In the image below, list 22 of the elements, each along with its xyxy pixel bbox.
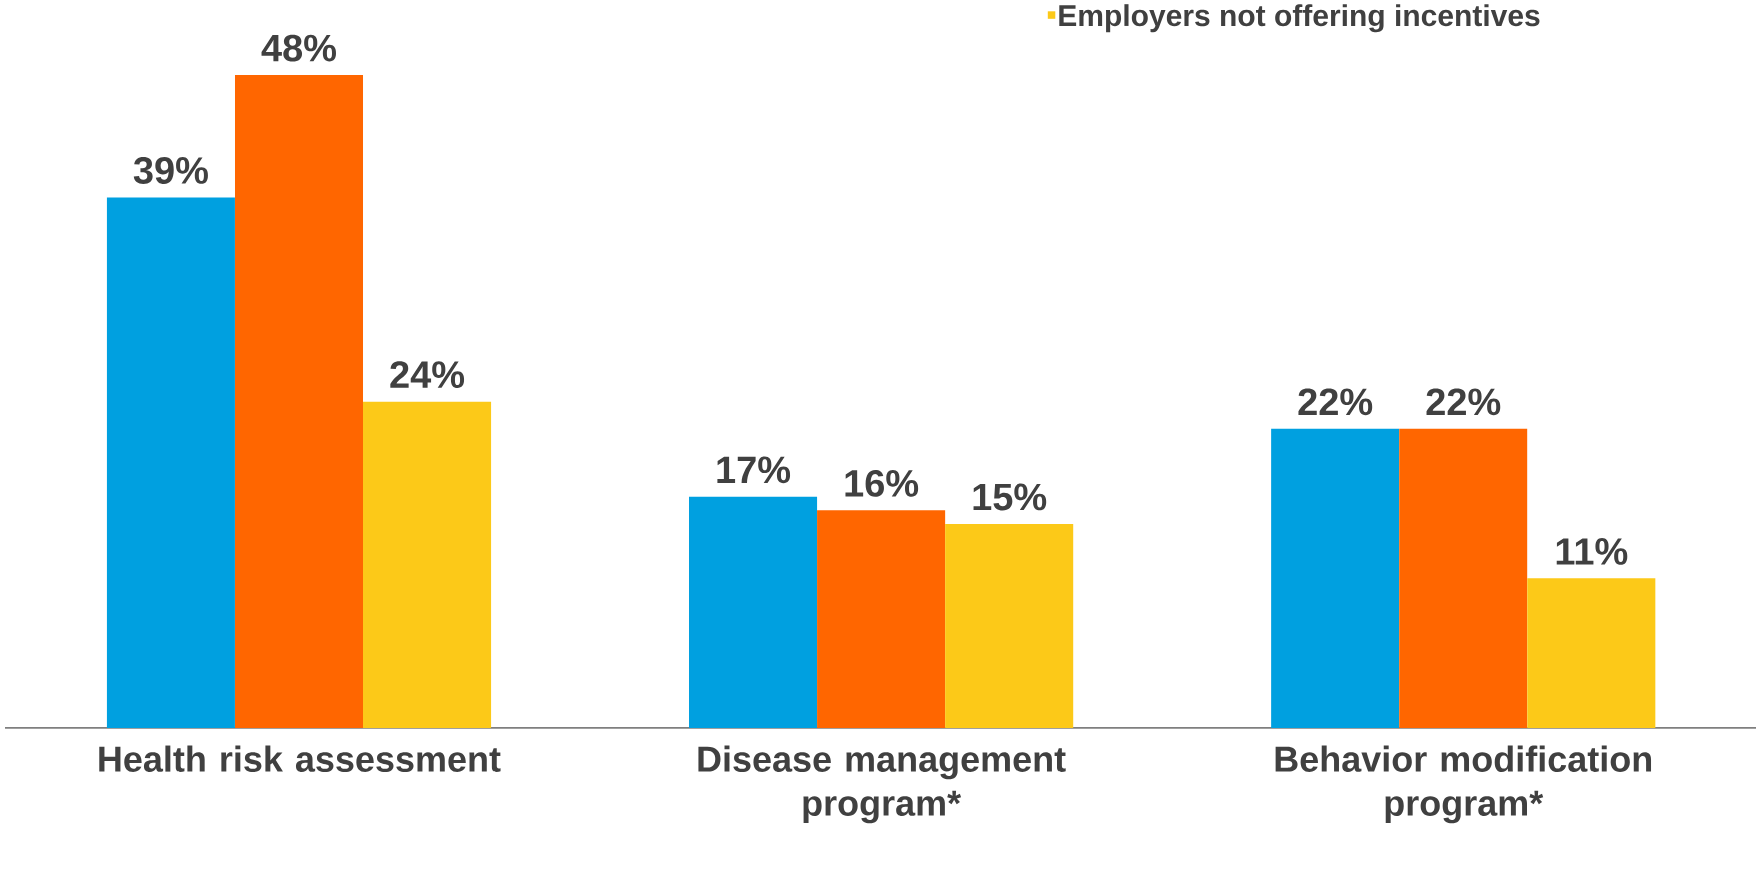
bar — [234, 75, 364, 728]
data-label: 15% — [973, 483, 1047, 511]
data-label: 17% — [717, 456, 791, 484]
data-label: 48% — [261, 34, 336, 62]
data-label: 22% — [1298, 388, 1373, 416]
x-tick-label: Health risk assessment — [99, 745, 501, 772]
x-tick-label: Disease management program* — [698, 745, 1066, 824]
bar — [1399, 428, 1528, 728]
bar — [363, 401, 492, 728]
data-label: 16% — [845, 469, 919, 497]
legend-label: Employers not offering incentives — [1059, 4, 1540, 33]
bar — [1271, 428, 1400, 728]
bar — [106, 197, 235, 728]
data-label: 11% — [1556, 538, 1628, 565]
x-tick-label: Behavior modification program* — [1275, 745, 1652, 824]
data-label: 39% — [133, 157, 208, 184]
data-label: 22% — [1426, 388, 1501, 416]
data-label: 24% — [390, 361, 465, 389]
bar — [1527, 578, 1656, 728]
bar — [689, 496, 818, 728]
bar — [945, 523, 1074, 728]
bar — [817, 510, 946, 728]
